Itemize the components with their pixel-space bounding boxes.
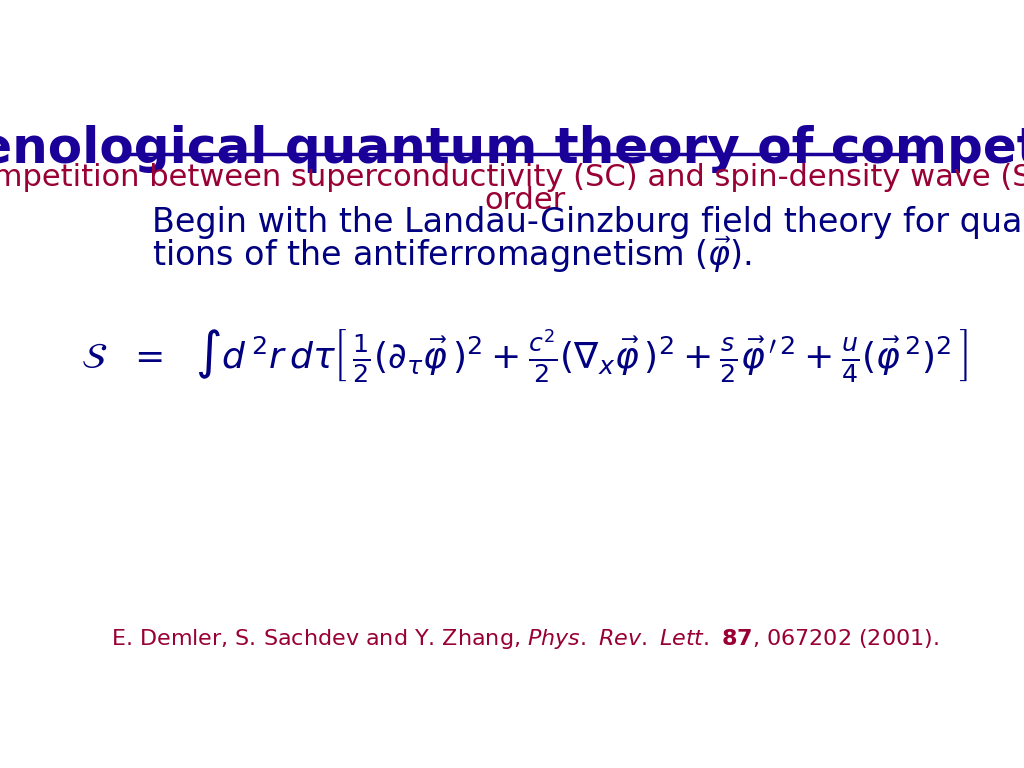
Text: order: order [484, 186, 565, 214]
Text: tions of the antiferromagnetism ($\vec{\varphi}$).: tions of the antiferromagnetism ($\vec{\… [152, 234, 752, 275]
Text: E. Demler, S. Sachdev and Y. Zhang, $\mathit{Phys.\ Rev.\ Lett.}$ $\mathbf{87}$,: E. Demler, S. Sachdev and Y. Zhang, $\ma… [111, 627, 939, 651]
Text: Competition between superconductivity (SC) and spin-density wave (SDW): Competition between superconductivity (S… [0, 163, 1024, 192]
Text: Phenomenological quantum theory of competing order: Phenomenological quantum theory of compe… [0, 124, 1024, 173]
Text: $\mathcal{S}\ \ =\ \ \int d^{\,2}r\,d\tau\left[\,\frac{1}{2}(\partial_\tau\vec{\: $\mathcal{S}\ \ =\ \ \int d^{\,2}r\,d\ta… [81, 327, 969, 384]
Text: Begin with the Landau-Ginzburg field theory for quantum fluctua-: Begin with the Landau-Ginzburg field the… [152, 206, 1024, 239]
